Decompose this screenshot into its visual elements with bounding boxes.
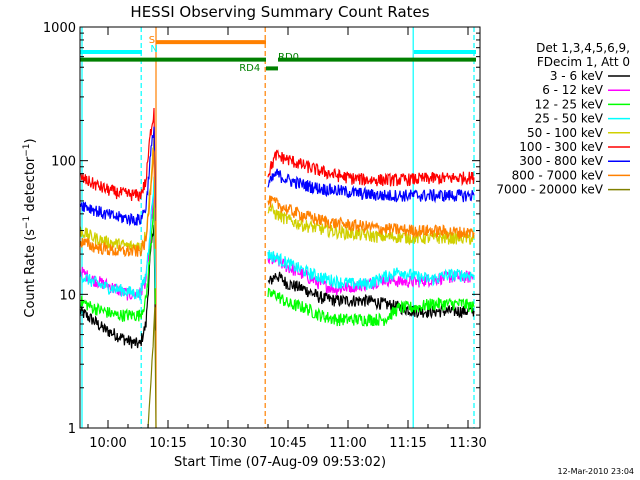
- legend-label-6: 100 - 300 keV: [519, 140, 603, 154]
- flag-label-rd0: RD0: [278, 52, 299, 63]
- y-tick-label-3: 100: [51, 155, 76, 170]
- flag-label-s: S: [149, 35, 155, 46]
- y-axis-label-sup2: −1: [22, 143, 32, 156]
- x-tick-label-1: 10:00: [89, 436, 126, 451]
- legend-header-line-2: FDecim 1, Att 0: [537, 55, 630, 69]
- x-tick-label-7: 11:30: [449, 436, 486, 451]
- legend-label-9: 7000 - 20000 keV: [496, 183, 603, 197]
- legend-label-2: 6 - 12 keV: [542, 83, 604, 97]
- legend: Det 1,3,4,5,6,9, FDecim 1, Att 0 3 - 6 k…: [496, 41, 630, 197]
- flag-label-rd4: RD4: [239, 63, 260, 74]
- series-line-9: [147, 307, 157, 429]
- y-tick-label-1: 1: [68, 422, 76, 437]
- x-tick-label-6: 11:15: [389, 436, 426, 451]
- axis-ticks: 10:00 10:15 10:30 10:45 11:00 11:15 11:30 1 10 10…: [43, 21, 487, 451]
- y-tick-label-4: 1000: [43, 21, 76, 36]
- plot-area: SN RD0 RD4: [79, 27, 476, 429]
- legend-label-8: 800 - 7000 keV: [512, 168, 604, 182]
- series-line-3: [79, 202, 475, 327]
- y-axis-label-end: ): [23, 138, 38, 143]
- y-axis-label-main: Count Rate (s: [23, 229, 38, 318]
- flag-label-n: N: [150, 44, 157, 55]
- chart-title: HESSI Observing Summary Count Rates: [130, 3, 429, 21]
- legend-label-7: 300 - 800 keV: [519, 154, 603, 168]
- series-line-4: [79, 176, 475, 301]
- x-tick-label-2: 10:15: [149, 436, 186, 451]
- series-line-8: [79, 149, 475, 258]
- legend-label-3: 12 - 25 keV: [535, 97, 604, 111]
- y-axis-label: Count Rate (s−1 detector−1): [22, 138, 38, 317]
- series-line-1: [79, 224, 475, 349]
- x-tick-label-5: 11:00: [329, 436, 366, 451]
- x-tick-label-3: 10:30: [209, 436, 246, 451]
- legend-label-4: 25 - 50 keV: [535, 112, 604, 126]
- series-line-6: [79, 107, 475, 208]
- x-axis-label: Start Time (07-Aug-09 09:53:02): [174, 455, 386, 470]
- y-tick-label-2: 10: [59, 288, 76, 303]
- plot-frame: [79, 26, 481, 429]
- y-axis-label-sup1: −1: [22, 216, 32, 229]
- y-axis-label-mid: detector: [23, 156, 38, 216]
- x-tick-label-4: 10:45: [269, 436, 306, 451]
- footer-date: 12-Mar-2010 23:04: [558, 467, 635, 476]
- series-line-7: [79, 126, 475, 227]
- legend-label-1: 3 - 6 keV: [550, 69, 604, 83]
- legend-label-5: 50 - 100 keV: [527, 126, 604, 140]
- legend-header-line-1: Det 1,3,4,5,6,9,: [536, 41, 630, 55]
